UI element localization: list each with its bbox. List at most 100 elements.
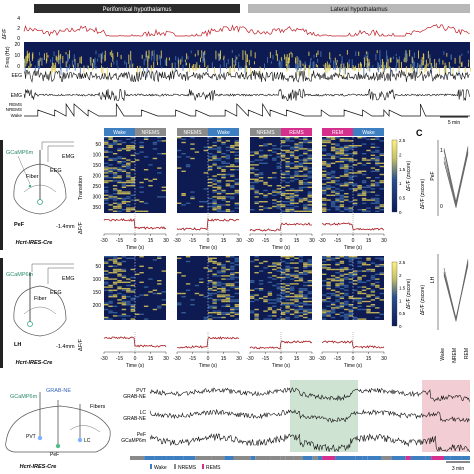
trace-ylabel-bottom: ΔF/F (78, 338, 84, 351)
panel-c-cat-wake: Wake (440, 348, 446, 361)
state-segment (410, 456, 426, 460)
site-pvt (37, 435, 43, 441)
colorbar-tick: 2 (399, 152, 402, 157)
state-segment (335, 456, 346, 460)
heatmap-bottom-2 (250, 256, 312, 320)
heatmap-ytick-top: 200 (93, 174, 102, 180)
heatmap-ytick-bottom: 100 (93, 277, 102, 283)
mean-dff-trace (321, 222, 385, 231)
xtick-label: -15 (334, 238, 341, 244)
xtick-label: 15 (294, 356, 300, 362)
heatmap-ytick-bottom: 200 (93, 303, 102, 309)
freq-tick-20: 20 (14, 42, 20, 48)
emg-label-bottom: EMG (62, 276, 75, 282)
fiber-label-bottom: Fiber (34, 296, 47, 302)
state-segment (144, 456, 155, 460)
scalebar-5min-label: 5 min (448, 120, 460, 126)
heatmap-bottom-3 (322, 256, 384, 320)
colorbar-ticks-top: 2.5 2 1.5 1 0.5 0 (399, 138, 406, 215)
xaxis-label: Time (s) (199, 363, 217, 369)
state-segment (195, 456, 212, 460)
heatmap-top-3 (322, 137, 384, 213)
panel-b-heatmaps: Wake NREMS -30 -15 0 15 30 Time (s) -30 -15 0 15 30 T… (100, 128, 387, 369)
animal-line (443, 149, 469, 208)
gcamp6m-label: GCaMP6m (10, 394, 38, 400)
animal-line (443, 262, 469, 319)
xtick-label: 0 (134, 356, 137, 362)
electrode-wires-top (41, 141, 74, 162)
xtick-label: 0 (207, 356, 210, 362)
trace-3-label-b: GCaMP6m (121, 438, 146, 444)
state-segment (355, 456, 363, 460)
state-segment (431, 456, 444, 460)
panel-c-bottom-region: LH (430, 276, 436, 283)
trace-top-0: -30 -15 0 15 30 Time (s) (100, 214, 169, 251)
animal-line (443, 260, 469, 321)
xtick-label: 0 (134, 238, 137, 244)
state-segment (233, 456, 251, 460)
panel-b-marker-bottom (0, 258, 3, 368)
state-segment (425, 456, 432, 460)
state-segment (391, 456, 406, 460)
state-segment (444, 456, 451, 460)
heatmap-ytick-top: 100 (93, 153, 102, 159)
state-segment (211, 456, 225, 460)
panel-c-top-ylabel: ΔF/F (zscore) (420, 179, 426, 210)
xtick-label: 0 (352, 238, 355, 244)
xtick-label: 30 (163, 238, 169, 244)
xtick-label: -15 (189, 356, 196, 362)
xaxis-label: Time (s) (199, 245, 217, 251)
trace-top-1: -30 -15 0 15 30 Time (s) (173, 214, 242, 251)
trace-bottom-0: -30 -15 0 15 30 Time (s) (100, 332, 169, 369)
dff-tick-2: 2 (17, 26, 20, 32)
xtick-label: 30 (381, 356, 387, 362)
xtick-label: 15 (294, 238, 300, 244)
heatmap-top-2 (250, 137, 312, 213)
panel-b-marker-top (0, 140, 3, 250)
xaxis-label: Time (s) (126, 363, 144, 369)
panel-c: C ΔF/F (zscore) PeF ΔF/F (zscore) LH 1 0… (416, 128, 470, 363)
state-segment (312, 456, 318, 460)
header-bar-left (34, 4, 240, 13)
xtick-label: 0 (280, 356, 283, 362)
trace-2-label-b: GRAB-NE (123, 416, 146, 422)
state-legend: Wake NREMS REMS (150, 464, 221, 471)
xtick-label: 0 (280, 238, 283, 244)
state-bar (130, 456, 470, 460)
hypnogram-rems-label: REMS (9, 102, 22, 107)
colorbar-label-bottom: ΔF/F (zscore) (406, 279, 412, 310)
xaxis-label: Time (s) (344, 245, 362, 251)
coordinate-top: -1.4mm (56, 224, 75, 230)
scalebar-3min-label: 3 min (452, 466, 464, 472)
state-segment (154, 456, 167, 460)
transition-header-0: Wake NREMS (104, 128, 166, 136)
state-from-label: Wake (113, 130, 126, 136)
state-segment (450, 456, 462, 460)
xtick-label: 15 (148, 356, 154, 362)
state-to-tag (353, 128, 384, 136)
eeg-label-top: EEG (50, 168, 62, 174)
colorbar-tick: 1.5 (399, 167, 406, 172)
freq-tick-0: 0 (17, 64, 20, 70)
xtick-label: -15 (334, 356, 341, 362)
state-segment (130, 456, 145, 460)
xaxis-label: Time (s) (126, 245, 144, 251)
legend-swatch-rems (202, 464, 204, 469)
colorbar-tick: 2.5 (399, 260, 406, 265)
animal-line (443, 146, 469, 208)
xaxis-label: Time (s) (344, 363, 362, 369)
fiber-label-top: Fiber (26, 174, 39, 180)
colorbar-tick: 0 (399, 324, 402, 329)
colorbar-tick: 2 (399, 273, 402, 278)
mouse-line-bottom: Hcrt-IRES-Cre (16, 360, 53, 366)
hypnogram-trace (24, 102, 470, 118)
dff-tick-0: 0 (17, 36, 20, 42)
state-segment (224, 456, 234, 460)
heatmap-ytick-top: 350 (93, 205, 102, 211)
heatmap-top-0 (104, 137, 166, 213)
legend-nrems: NREMS (178, 465, 197, 471)
state-from-label: REM (332, 130, 343, 136)
cerebellum-outline (69, 425, 101, 433)
eeg-trace (23, 69, 470, 83)
